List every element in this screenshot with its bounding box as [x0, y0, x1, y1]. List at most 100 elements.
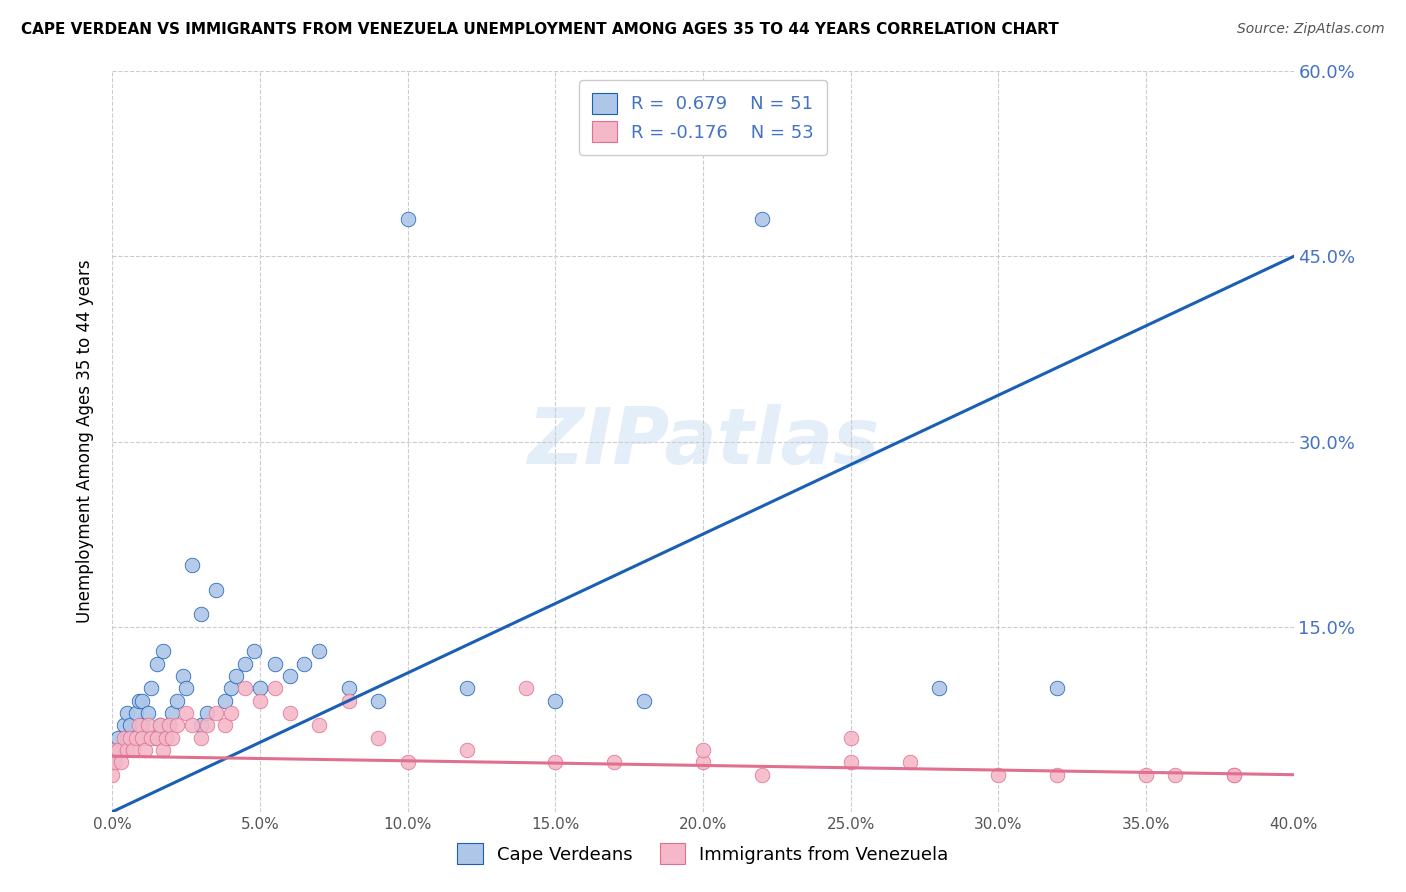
Y-axis label: Unemployment Among Ages 35 to 44 years: Unemployment Among Ages 35 to 44 years [76, 260, 94, 624]
Point [456, 681, 478, 696]
Point [110, 756, 132, 770]
Text: Source: ZipAtlas.com: Source: ZipAtlas.com [1237, 22, 1385, 37]
Point [174, 706, 197, 720]
Point [396, 212, 419, 227]
Point [278, 669, 301, 683]
Point [544, 756, 567, 770]
Point [149, 718, 172, 732]
Point [278, 706, 301, 720]
Point [633, 694, 655, 708]
Point [166, 694, 188, 708]
Point [190, 718, 212, 732]
Point [205, 706, 228, 720]
Point [122, 731, 145, 745]
Point [101, 743, 124, 757]
Point [131, 694, 153, 708]
Point [117, 706, 138, 720]
Point [1046, 767, 1069, 781]
Point [337, 694, 360, 708]
Point [125, 731, 148, 745]
Point [107, 743, 129, 757]
Text: ZIPatlas: ZIPatlas [527, 403, 879, 480]
Point [157, 718, 180, 732]
Point [456, 743, 478, 757]
Point [987, 767, 1010, 781]
Point [214, 718, 236, 732]
Point [264, 681, 287, 696]
Point [104, 756, 127, 770]
Point [1223, 767, 1246, 781]
Point [264, 657, 287, 671]
Point [515, 681, 537, 696]
Point [101, 767, 124, 781]
Point [692, 743, 714, 757]
Point [337, 681, 360, 696]
Point [225, 669, 247, 683]
Point [190, 607, 212, 622]
Point [174, 681, 197, 696]
Point [172, 669, 194, 683]
Point [751, 767, 773, 781]
Point [155, 731, 177, 745]
Point [122, 743, 145, 757]
Point [214, 694, 236, 708]
Point [155, 731, 177, 745]
Point [190, 731, 212, 745]
Point [101, 743, 124, 757]
Point [1223, 767, 1246, 781]
Point [128, 694, 150, 708]
Point [120, 718, 142, 732]
Point [839, 731, 862, 745]
Point [146, 657, 169, 671]
Point [898, 756, 921, 770]
Point [692, 756, 714, 770]
Point [104, 743, 127, 757]
Point [146, 731, 169, 745]
Point [1046, 681, 1069, 696]
Point [110, 743, 132, 757]
Point [396, 756, 419, 770]
Point [139, 681, 162, 696]
Point [249, 694, 271, 708]
Point [134, 731, 156, 745]
Point [101, 756, 124, 770]
Point [117, 743, 138, 757]
Point [195, 706, 218, 720]
Point [544, 694, 567, 708]
Point [152, 644, 174, 658]
Point [205, 582, 228, 597]
Point [117, 731, 138, 745]
Point [136, 706, 159, 720]
Point [125, 706, 148, 720]
Point [149, 718, 172, 732]
Point [233, 681, 256, 696]
Point [160, 706, 183, 720]
Point [219, 681, 242, 696]
Point [308, 718, 330, 732]
Point [233, 657, 256, 671]
Point [1135, 767, 1157, 781]
Point [928, 681, 950, 696]
Point [131, 731, 153, 745]
Point [112, 718, 135, 732]
Point [292, 657, 315, 671]
Point [243, 644, 266, 658]
Point [751, 212, 773, 227]
Point [181, 558, 204, 572]
Point [139, 731, 162, 745]
Point [249, 681, 271, 696]
Point [367, 694, 389, 708]
Point [195, 718, 218, 732]
Point [120, 731, 142, 745]
Legend: R =  0.679    N = 51, R = -0.176    N = 53: R = 0.679 N = 51, R = -0.176 N = 53 [579, 80, 827, 154]
Point [152, 743, 174, 757]
Point [308, 644, 330, 658]
Point [839, 756, 862, 770]
Point [160, 731, 183, 745]
Point [219, 706, 242, 720]
Point [367, 731, 389, 745]
Text: CAPE VERDEAN VS IMMIGRANTS FROM VENEZUELA UNEMPLOYMENT AMONG AGES 35 TO 44 YEARS: CAPE VERDEAN VS IMMIGRANTS FROM VENEZUEL… [21, 22, 1059, 37]
Point [136, 718, 159, 732]
Legend: Cape Verdeans, Immigrants from Venezuela: Cape Verdeans, Immigrants from Venezuela [443, 829, 963, 879]
Point [603, 756, 626, 770]
